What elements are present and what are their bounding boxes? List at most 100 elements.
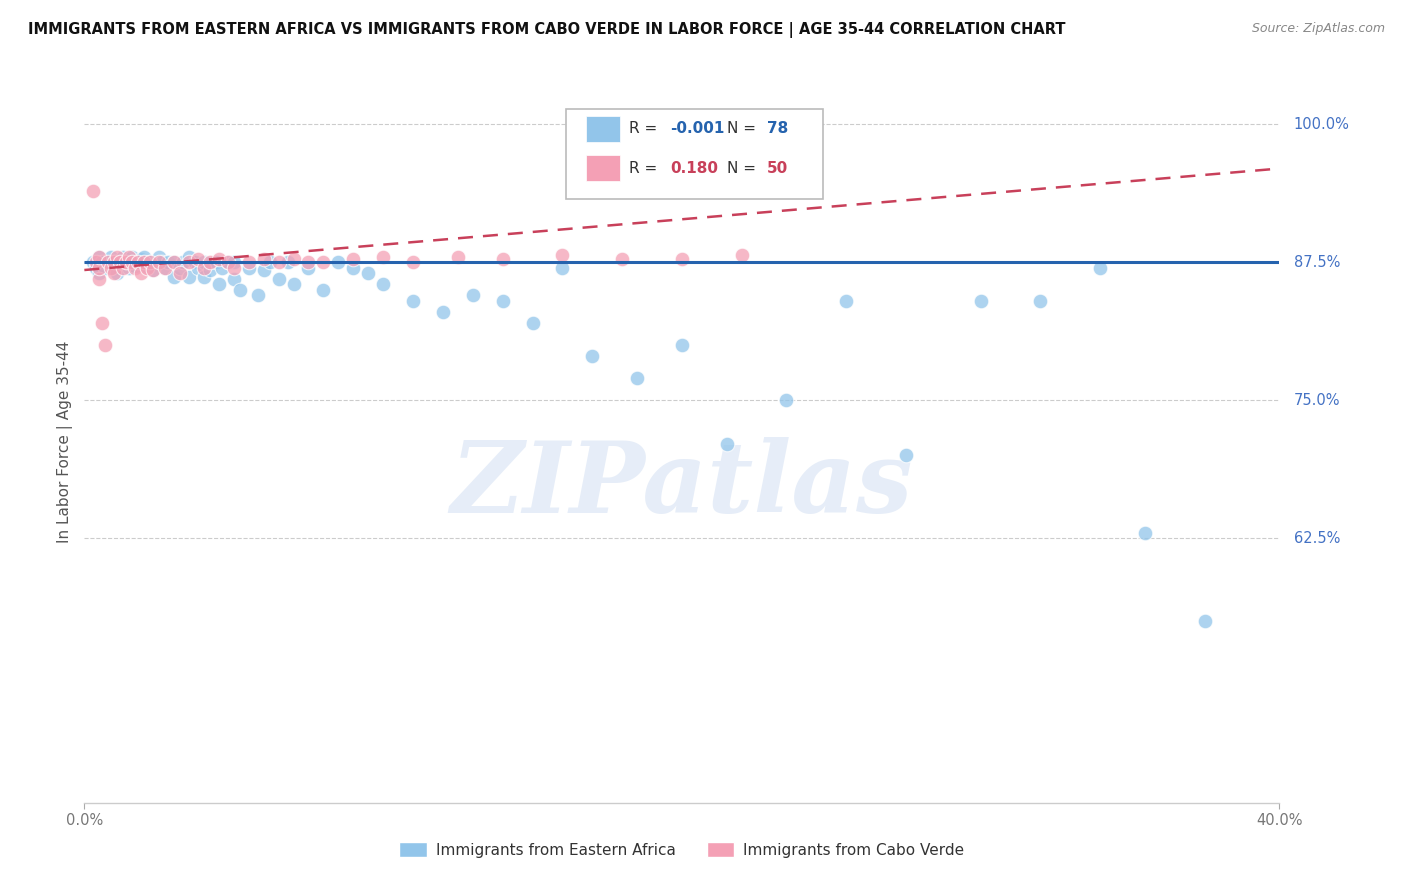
Point <box>238 260 260 275</box>
Text: 75.0%: 75.0% <box>1294 392 1340 408</box>
Point <box>127 255 149 269</box>
Point <box>89 250 111 264</box>
Point <box>153 260 176 275</box>
Point <box>193 260 215 275</box>
Point <box>522 316 544 330</box>
Point <box>775 393 797 408</box>
Point <box>187 252 209 266</box>
Point <box>112 260 135 275</box>
Text: 87.5%: 87.5% <box>1294 255 1340 269</box>
Point <box>148 250 170 264</box>
Point <box>121 255 143 269</box>
Point <box>103 255 125 269</box>
Point <box>82 184 104 198</box>
Point <box>492 252 515 266</box>
Point <box>312 255 335 269</box>
Point <box>112 250 135 264</box>
Point <box>342 260 364 275</box>
Point <box>121 250 143 264</box>
Point <box>89 260 111 275</box>
Point <box>97 255 120 269</box>
Point <box>492 293 515 308</box>
Point <box>124 260 146 275</box>
Point <box>1090 260 1112 275</box>
Point <box>198 263 221 277</box>
Point <box>142 263 165 277</box>
Point <box>211 260 233 275</box>
Point <box>253 252 276 266</box>
Y-axis label: In Labor Force | Age 35-44: In Labor Force | Age 35-44 <box>58 341 73 542</box>
Point <box>132 255 156 269</box>
Point <box>217 255 239 269</box>
Point <box>110 255 132 269</box>
Point <box>222 260 245 275</box>
Point <box>238 255 260 269</box>
Point <box>157 255 180 269</box>
Point <box>357 266 380 280</box>
Point <box>432 305 454 319</box>
Text: N =: N = <box>727 161 756 176</box>
Point <box>177 255 200 269</box>
Point <box>105 250 128 264</box>
Point <box>115 255 138 269</box>
Point <box>136 259 159 273</box>
Point <box>1133 525 1156 540</box>
Point <box>163 269 186 284</box>
Point <box>100 260 122 275</box>
Point <box>447 250 470 264</box>
Point <box>97 255 120 269</box>
Point <box>1194 614 1216 628</box>
Point <box>246 288 269 302</box>
Point <box>86 255 108 269</box>
Point <box>103 266 125 280</box>
Point <box>373 277 395 292</box>
Text: Source: ZipAtlas.com: Source: ZipAtlas.com <box>1251 22 1385 36</box>
Point <box>169 260 191 275</box>
Point <box>198 255 221 269</box>
Text: -0.001: -0.001 <box>671 121 724 136</box>
Point <box>129 252 152 266</box>
Point <box>127 255 149 269</box>
Point <box>228 283 252 297</box>
Point <box>297 255 319 269</box>
Point <box>148 255 170 269</box>
Point <box>118 250 141 264</box>
Legend: Immigrants from Eastern Africa, Immigrants from Cabo Verde: Immigrants from Eastern Africa, Immigran… <box>394 836 970 863</box>
Point <box>716 437 738 451</box>
Point <box>132 250 156 264</box>
Point <box>208 252 231 266</box>
Point <box>124 259 146 273</box>
Point <box>153 260 176 275</box>
Point <box>129 266 152 280</box>
Point <box>1029 293 1052 308</box>
Point <box>82 255 104 269</box>
Point <box>259 255 281 269</box>
Point <box>89 250 111 264</box>
Point <box>297 260 319 275</box>
Point <box>184 255 207 269</box>
Point <box>86 260 108 275</box>
Point <box>222 272 245 286</box>
Point <box>671 338 693 352</box>
Point <box>187 260 209 275</box>
Point <box>177 250 200 264</box>
Point <box>342 252 364 266</box>
Point <box>150 255 173 269</box>
Point <box>163 255 186 269</box>
Point <box>103 255 125 269</box>
Text: 78: 78 <box>766 121 787 136</box>
Point <box>373 250 395 264</box>
Point <box>100 250 122 264</box>
Point <box>136 260 159 275</box>
Point <box>94 338 117 352</box>
Text: 50: 50 <box>766 161 787 176</box>
Point <box>110 255 132 269</box>
Text: R =: R = <box>630 161 658 176</box>
Point <box>461 288 484 302</box>
Point <box>217 255 239 269</box>
Point <box>551 247 574 261</box>
Point <box>835 293 858 308</box>
Point <box>172 255 194 269</box>
Point <box>115 255 138 269</box>
Point <box>894 448 917 462</box>
